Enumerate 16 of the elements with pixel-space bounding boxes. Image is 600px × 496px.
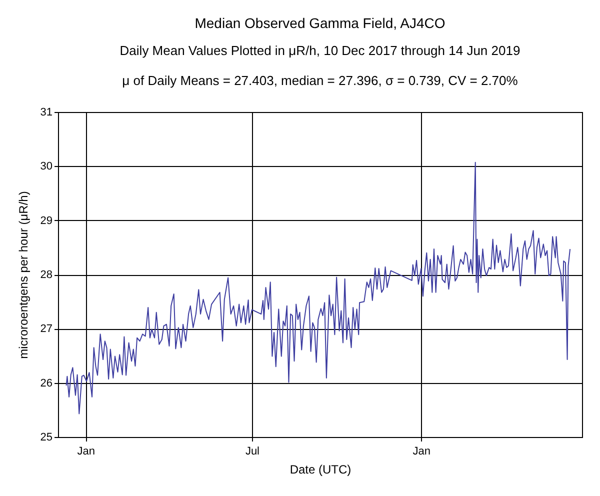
x-axis-title: Date (UTC) [290,462,352,476]
text: μ of Daily Means = 27.403, median = 27.396, σ = 0.739, CV = 2.70% [122,73,518,88]
y-tick-label: 26 [40,377,52,390]
x-tick-label: Jan [77,446,95,458]
x-tick-label: Jul [245,446,260,458]
y-tick-label: 30 [40,160,52,173]
chart-subtitle: Daily Mean Values Plotted in μR/h, 10 Dec 2017 through 14 Jun 2019 [120,43,520,58]
x-tick-label: Jan [412,446,430,458]
y-axis-title: microroentgens per hour (μR/h) [16,191,30,359]
line-series [66,162,571,414]
y-tick-label: 29 [40,214,52,227]
y-tick-label: 25 [40,432,52,444]
y-tick-label: 31 [40,106,52,118]
y-tick-label: 27 [40,323,52,336]
y-tick-label: 28 [40,269,52,281]
chart-title: Median Observed Gamma Field, AJ4CO [194,15,446,31]
